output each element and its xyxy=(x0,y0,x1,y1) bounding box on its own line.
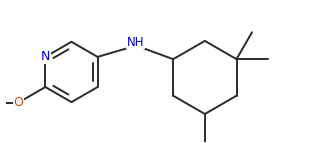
Text: N: N xyxy=(41,50,50,63)
Text: NH: NH xyxy=(127,36,144,49)
Text: O: O xyxy=(14,96,24,109)
